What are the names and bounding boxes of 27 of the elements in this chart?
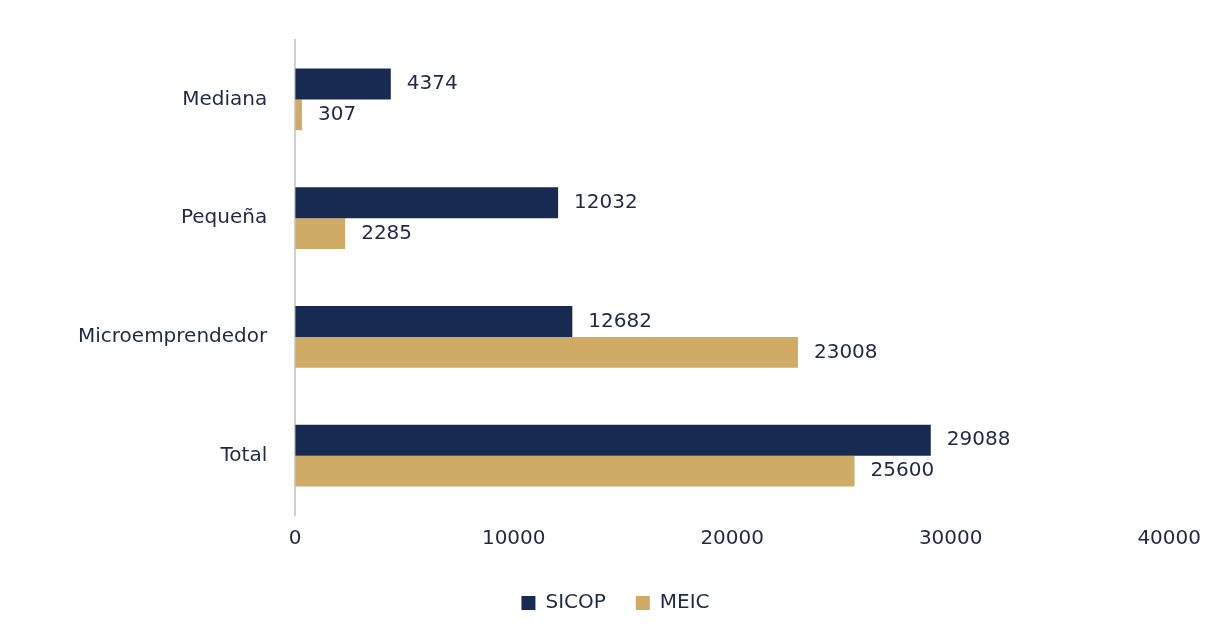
data-label: 307 [317, 101, 357, 126]
legend-label: SICOP [545, 589, 606, 614]
x-tick-label: 30000 [918, 525, 983, 550]
y-tick-label: Microemprendedor [77, 323, 268, 348]
x-tick-label: 40000 [1137, 525, 1201, 550]
x-tick-label: 0 [288, 525, 302, 550]
bar [295, 455, 855, 487]
bar [295, 68, 391, 100]
bar [295, 336, 798, 368]
data-label: 25600 [870, 457, 935, 482]
data-label: 2285 [361, 219, 413, 244]
data-label: 12032 [574, 188, 638, 213]
legend-label: MEIC [659, 589, 710, 614]
bar [295, 218, 346, 249]
data-label: 29088 [946, 426, 1011, 451]
y-tick-label: Total [219, 441, 268, 466]
bar [295, 424, 931, 456]
x-tick-label: 10000 [481, 525, 546, 550]
data-label: 4374 [406, 70, 458, 95]
y-tick-label: Pequeña [180, 204, 268, 229]
bar [295, 99, 302, 131]
data-label: 12682 [588, 307, 652, 332]
bar [295, 306, 573, 337]
y-tick-label: Mediana [182, 85, 268, 110]
bar [295, 187, 559, 219]
x-tick-label: 20000 [700, 525, 765, 550]
data-label: 23008 [813, 338, 878, 363]
